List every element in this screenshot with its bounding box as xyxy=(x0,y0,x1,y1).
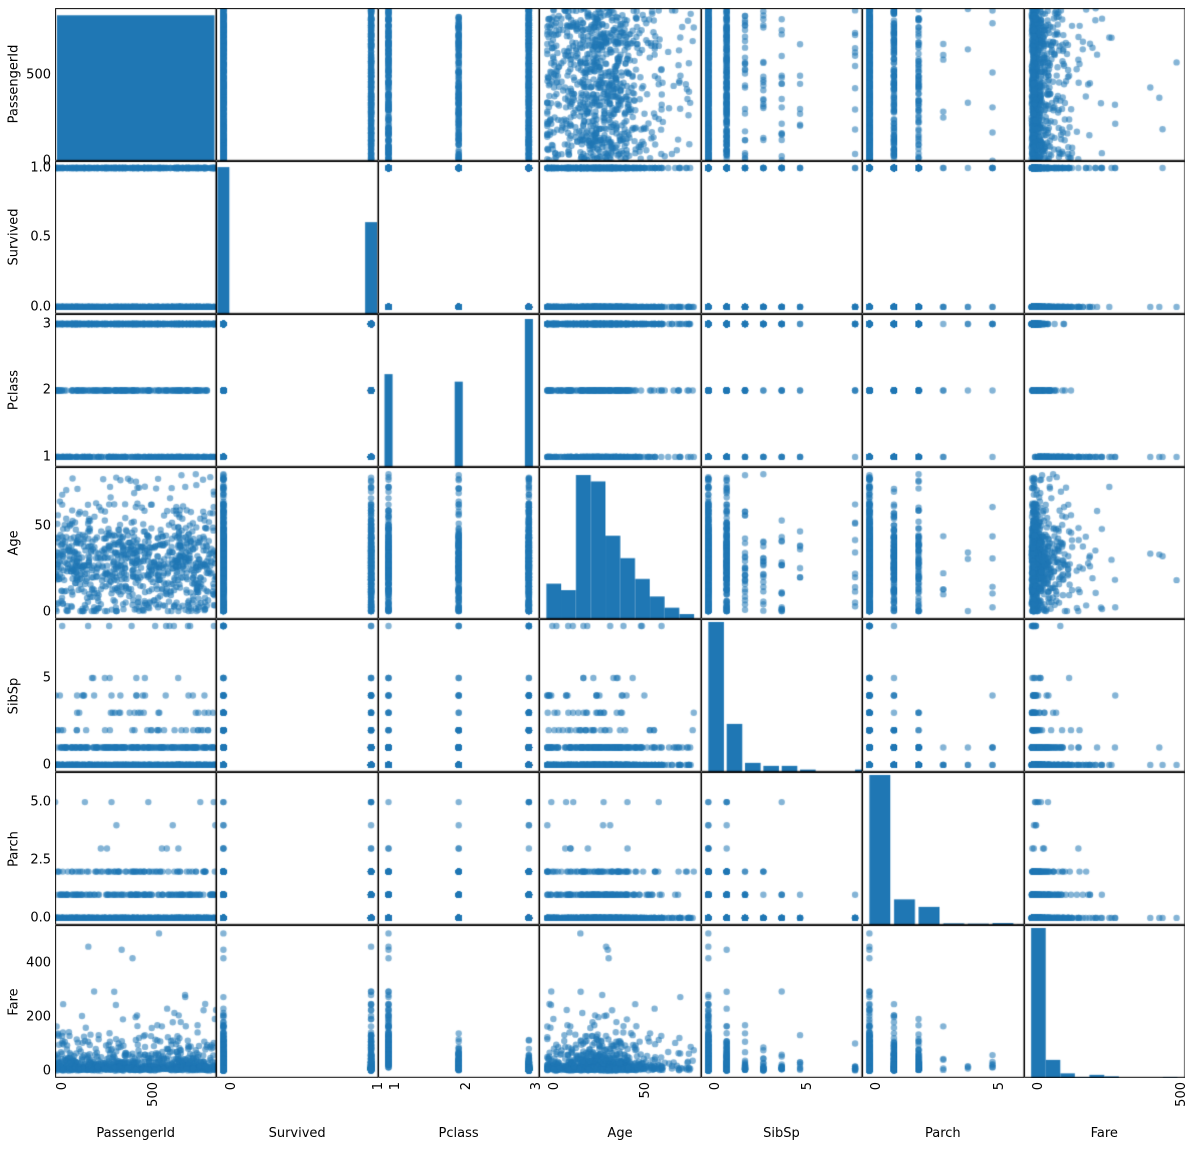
x-axis-label: Fare xyxy=(1091,1126,1118,1141)
y-tick-label: 1.0 xyxy=(30,160,51,175)
x-tick-label: 500 xyxy=(1174,1082,1189,1107)
y-tick-label: 2 xyxy=(43,383,51,398)
x-axis-label: SibSp xyxy=(763,1126,800,1141)
scatter-cell xyxy=(862,161,1023,314)
scatter-cell xyxy=(539,8,700,161)
x-tick-label: 5 xyxy=(992,1082,1007,1090)
x-tick-label: 0 xyxy=(708,1082,723,1090)
diagonal-hist-cell xyxy=(216,161,377,314)
scatter-cell xyxy=(216,8,377,161)
scatter-cell xyxy=(378,925,539,1078)
y-tick-label: 0 xyxy=(43,758,51,773)
scatter-cell xyxy=(701,8,862,161)
scatter-cell xyxy=(862,314,1023,467)
x-tick-label: 3 xyxy=(529,1082,544,1090)
x-axis-label: Pclass xyxy=(439,1126,479,1141)
scatter-cell xyxy=(701,161,862,314)
x-axis-label: PassengerId xyxy=(96,1126,175,1141)
scatter-cell xyxy=(216,772,377,925)
scatter-cell xyxy=(216,619,377,772)
scatter-cell xyxy=(1024,8,1185,161)
x-tick-label: 0 xyxy=(547,1082,562,1090)
y-tick-label: 3 xyxy=(43,316,51,331)
scatter-cell xyxy=(55,467,216,620)
diagonal-hist-cell xyxy=(862,772,1023,925)
scatter-cell xyxy=(378,8,539,161)
scatter-cell xyxy=(55,161,216,314)
scatter-cell xyxy=(701,467,862,620)
y-tick-label: 0.0 xyxy=(30,299,51,314)
scatter-cell xyxy=(539,314,700,467)
y-tick-label: 2.5 xyxy=(30,853,51,868)
y-axis-label: Pclass xyxy=(7,370,22,410)
scatter-cell xyxy=(862,619,1023,772)
x-axis-label: Parch xyxy=(925,1126,961,1141)
x-tick-label: 0 xyxy=(869,1082,884,1090)
scatter-cell xyxy=(55,619,216,772)
y-axis-label: Fare xyxy=(7,988,22,1015)
scatter-cell xyxy=(862,8,1023,161)
scatter-cell xyxy=(378,772,539,925)
y-tick-label: 200 xyxy=(26,1010,51,1025)
scatter-cell xyxy=(862,925,1023,1078)
x-axis-label: Survived xyxy=(269,1126,326,1141)
x-tick-label: 500 xyxy=(146,1082,161,1107)
scatter-cell xyxy=(378,619,539,772)
y-axis-label: Parch xyxy=(7,831,22,867)
diagonal-hist-cell xyxy=(1024,925,1185,1078)
scatter-cell xyxy=(701,925,862,1078)
scatter-cell xyxy=(216,925,377,1078)
x-tick-label: 1 xyxy=(388,1082,403,1090)
x-tick-label: 50 xyxy=(638,1082,653,1099)
y-axis-label: PassengerId xyxy=(7,45,22,124)
x-tick-label: 0 xyxy=(1031,1082,1046,1090)
diagonal-hist-cell xyxy=(539,467,700,620)
y-axis-label: Age xyxy=(7,530,22,555)
y-tick-label: 5 xyxy=(43,671,51,686)
scatter-cell xyxy=(539,772,700,925)
y-tick-label: 0.0 xyxy=(30,911,51,926)
scatter-cell xyxy=(539,925,700,1078)
scatter-cell xyxy=(1024,772,1185,925)
scatter-cell xyxy=(378,161,539,314)
scatter-cell xyxy=(55,314,216,467)
y-axis-label: Survived xyxy=(7,209,22,266)
y-tick-label: 400 xyxy=(26,956,51,971)
scatter-cell xyxy=(1024,161,1185,314)
scatter-cell xyxy=(862,467,1023,620)
x-axis-label: Age xyxy=(607,1126,632,1141)
scatter-cell xyxy=(539,161,700,314)
y-tick-label: 1 xyxy=(43,449,51,464)
diagonal-hist-cell xyxy=(378,314,539,467)
scatter-matrix: 0500PassengerId0.00.51.0Survived123Pclas… xyxy=(0,0,1200,1170)
scatter-cell xyxy=(539,619,700,772)
scatter-cell xyxy=(701,772,862,925)
y-tick-label: 500 xyxy=(26,68,51,83)
diagonal-hist-cell xyxy=(701,619,862,772)
x-tick-label: 1 xyxy=(371,1082,386,1090)
scatter-cell xyxy=(1024,314,1185,467)
y-tick-label: 50 xyxy=(34,518,51,533)
y-tick-label: 5.0 xyxy=(30,795,51,810)
x-tick-label: 0 xyxy=(55,1082,70,1090)
x-tick-label: 2 xyxy=(459,1082,474,1090)
diagonal-hist-cell xyxy=(55,8,216,161)
y-tick-label: 0 xyxy=(43,605,51,620)
scatter-cell xyxy=(378,467,539,620)
y-tick-label: 0 xyxy=(43,1064,51,1079)
scatter-cell xyxy=(216,314,377,467)
scatter-cell xyxy=(55,772,216,925)
x-tick-label: 5 xyxy=(800,1082,815,1090)
scatter-cell xyxy=(1024,619,1185,772)
x-tick-label: 0 xyxy=(224,1082,239,1090)
y-axis-label: SibSp xyxy=(7,678,22,715)
scatter-cell xyxy=(216,467,377,620)
scatter-cell xyxy=(55,925,216,1078)
y-tick-label: 0.5 xyxy=(30,230,51,245)
scatter-cell xyxy=(1024,467,1185,620)
scatter-cell xyxy=(701,314,862,467)
